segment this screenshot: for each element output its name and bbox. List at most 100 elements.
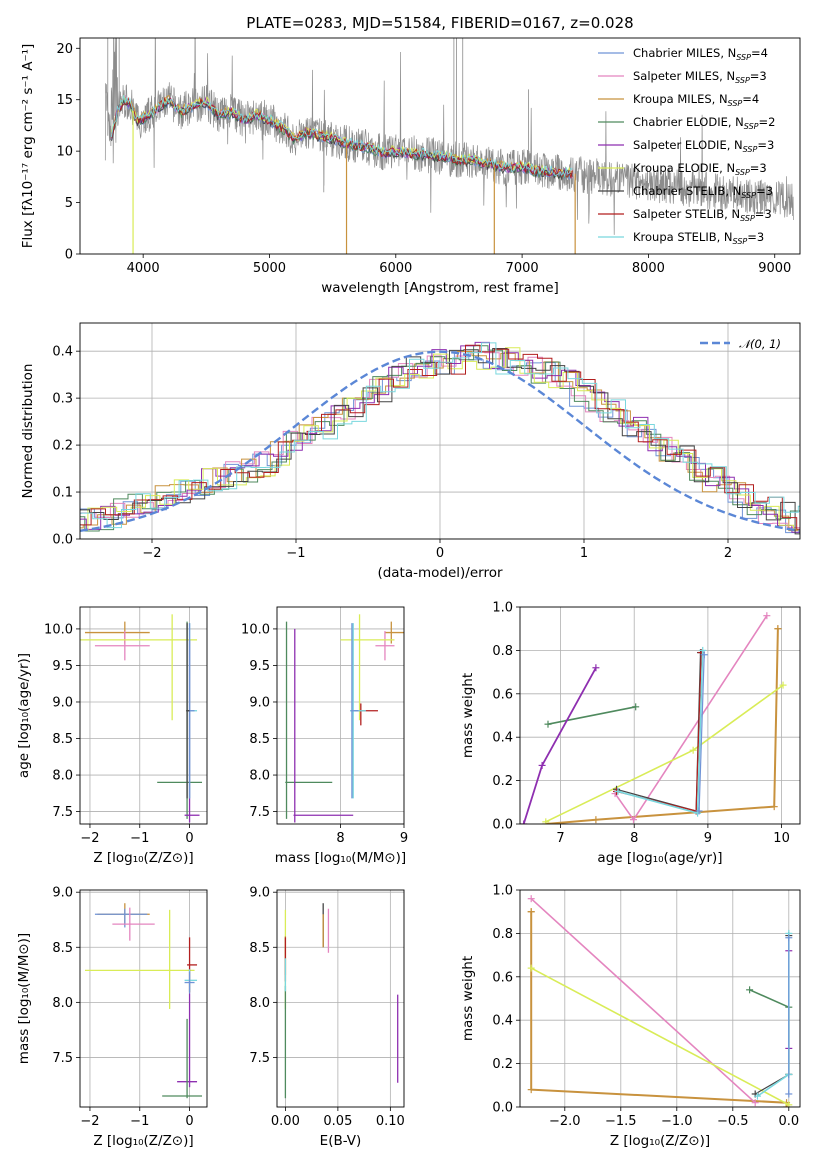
legend-label-text: Chabrier STELIB, N [633,184,741,198]
x-axis-label: Z [log₁₀(Z/Z⊙)] [93,850,193,866]
legend-subscript: SSP [740,214,755,223]
x-tick-label: −2 [80,1114,99,1129]
legend-label-text: Kroupa MILES, N [633,92,728,106]
y-tick-label: 8.0 [52,996,73,1011]
y-tick-label: 9.5 [249,659,270,674]
panel-spectrum: 4000 5000 6000 7000 8000 9000 0 5 10 15 20 waveleng… [20,37,801,296]
plot-area [277,607,404,824]
x-axis-label: Z [log₁₀(Z/Z⊙)] [610,1133,710,1149]
model-spectrum-line [111,95,573,178]
legend-label: Salpeter MILES, NSSP=3 [633,69,767,85]
x-tick-label: −2.0 [549,1114,581,1129]
error-bar-point [157,621,203,819]
y-tick-label: 0.4 [52,345,73,360]
x-axis-label: mass [log₁₀(M/M⊙)] [275,850,406,866]
data-point-marker [753,1092,761,1100]
data-point-marker [785,1101,793,1107]
error-bar-point [375,631,395,661]
error-bar-point [354,703,378,726]
legend-subscript: SSP [733,237,748,246]
x-tick-label: 6000 [379,261,412,276]
data-point-marker [614,787,622,795]
legend-count: =3 [747,230,764,244]
y-tick-label: 0.2 [52,439,73,454]
data-point-marker [538,761,546,769]
axes-frame [79,889,208,1108]
y-tick-label: 9.0 [52,695,73,710]
observed-spectrum-line [104,38,794,235]
data-point-marker [544,720,552,728]
y-tick-label: 0.6 [492,970,513,985]
mass-weight-series-line [614,615,768,821]
x-tick-label: −2 [80,831,99,846]
panel-age-vs-mass: 8 9 7.5 8.0 8.5 9.0 9.5 10.0 mass [log₁₀(M/M⊙)] [241,606,408,866]
y-tick-label: 8.5 [52,941,73,956]
x-tick-label: 0.0 [778,1114,799,1129]
x-tick-label: 7 [556,831,564,846]
error-bar-point [293,628,354,823]
error-bar-point [162,1018,203,1099]
mass-weight-series-line [756,933,790,1097]
y-tick-label: 7.5 [52,1051,73,1066]
error-bar-point [80,614,198,721]
plot-area [80,890,207,1107]
data-point-marker [700,651,708,659]
legend-subscript: SSP [735,76,750,85]
y-tick-label: 0.4 [492,731,513,746]
normal-distribution-curve [80,350,800,532]
axes-frame [79,606,208,825]
legend-label: Salpeter STELIB, NSSP=3 [633,207,772,223]
legend-count: =2 [759,115,776,129]
x-tick-label: 8 [630,831,638,846]
y-tick-label: 0 [65,248,73,263]
x-tick-label: −1 [286,546,305,561]
y-tick-label: 0.0 [492,818,513,833]
error-bar-point [184,971,195,994]
legend-label: Chabrier STELIB, NSSP=3 [633,184,773,200]
x-tick-label: −1 [130,1114,149,1129]
error-bar-point [186,623,190,799]
legend-subscript: SSP [741,191,756,200]
mass-weight-series-line [530,967,790,1106]
data-point-marker [746,986,754,994]
y-tick-label: 0.4 [492,1014,513,1029]
data-point-marker [774,625,782,633]
legend-label: Kroupa STELIB, NSSP=3 [633,230,764,246]
error-bar-point [285,621,333,819]
y-axis-label: age [log₁₀(age/yr)] [16,653,32,778]
data-point-marker [689,746,697,754]
data-point-marker [629,816,637,824]
legend-count: =3 [756,184,773,198]
data-point-marker [527,908,535,916]
legend-label-text: Kroupa ELODIE, N [633,161,735,175]
data-point-marker [527,1086,535,1094]
y-tick-label: 0.3 [52,392,73,407]
error-bar-point [112,907,155,941]
data-point-marker [699,646,707,654]
y-axis-label: mass weight [460,956,476,1041]
y-tick-label: 9.0 [249,695,270,710]
error-bar-point [187,937,198,993]
y-tick-label: 0.8 [492,644,513,659]
y-tick-label: 8.0 [249,769,270,784]
legend-count: =3 [755,207,772,221]
legend-label-text: Kroupa STELIB, N [633,230,733,244]
y-tick-label: 10.0 [44,622,73,637]
mass-weight-series-line [617,650,704,814]
y-tick-label: 10.0 [241,622,270,637]
x-tick-label: −1.5 [605,1114,637,1129]
x-axis-label: Z [log₁₀(Z/Z⊙)] [93,1133,193,1149]
x-tick-label: 7000 [506,261,539,276]
legend-label-text: Salpeter ELODIE, N [633,138,743,152]
legend-label-text: Salpeter STELIB, N [633,207,740,221]
data-point-marker [527,895,535,903]
data-point-marker [751,1099,759,1107]
axes-frame [276,889,405,1108]
residual-histogram-step [80,347,800,531]
y-tick-label: 9.0 [52,886,73,901]
legend-label-text: Chabrier MILES, N [633,46,736,60]
panel-residuals: −2 −1 0 1 2 0.0 0.1 0.2 0.3 0.4 (data-model)/error… [20,322,801,581]
data-point-marker [770,803,778,811]
mass-weight-series-line [616,652,702,812]
